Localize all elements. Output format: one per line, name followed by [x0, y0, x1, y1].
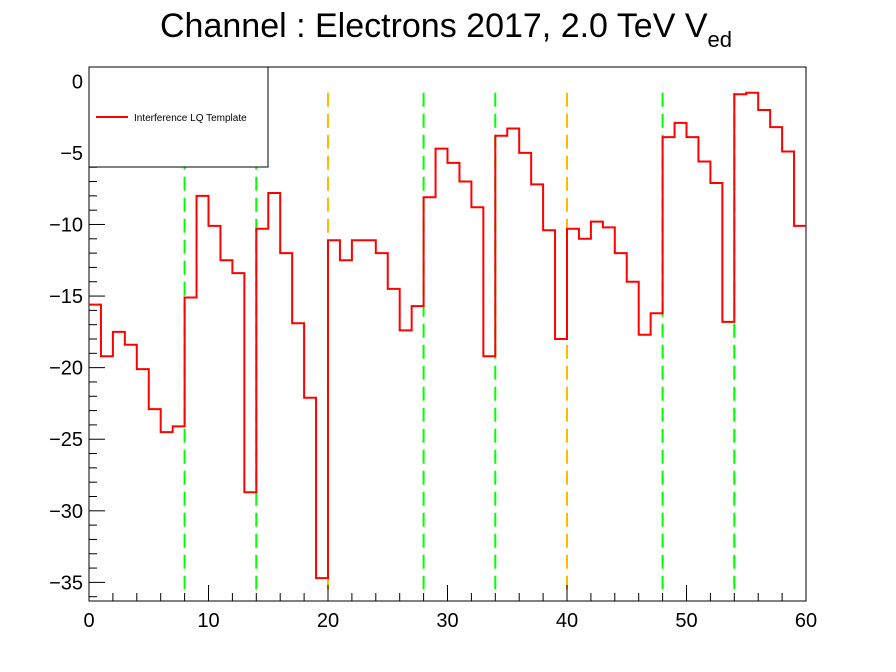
x-tick-label-0: 0: [83, 610, 94, 632]
x-tick-label-10: 10: [197, 610, 219, 632]
chart-title-main: Channel : Electrons 2017, 2.0 TeV V: [160, 7, 708, 45]
y-tick-label-30: −30: [49, 501, 83, 523]
y-tick-label-0: 0: [72, 71, 83, 93]
legend: Interference LQ Template: [88, 66, 269, 168]
x-tick-label-30: 30: [436, 610, 458, 632]
y-tick-label-25: −25: [49, 429, 83, 451]
y-tick-label-15: −15: [49, 286, 83, 308]
y-tick-label-20: −20: [49, 358, 83, 380]
y-tick-label-10: −10: [49, 214, 83, 236]
x-tick-label-40: 40: [556, 610, 578, 632]
x-axis: 0 10 20 30 40 50 60: [83, 585, 817, 632]
series-group: [89, 91, 806, 580]
x-tick-label-50: 50: [675, 610, 697, 632]
y-tick-label-35: −35: [49, 572, 83, 594]
series-line-0: [89, 91, 806, 580]
legend-label-0: Interference LQ Template: [134, 113, 247, 124]
x-tick-label-60: 60: [795, 610, 817, 632]
y-axis: 0 −5 −10 −15 −20 −25 −30 −35: [49, 71, 105, 598]
chart-title: Channel : Electrons 2017, 2.0 TeV Ved: [160, 7, 732, 52]
chart-title-subscript: ed: [708, 27, 732, 52]
y-tick-label-5: −5: [60, 143, 83, 165]
x-tick-label-20: 20: [317, 610, 339, 632]
